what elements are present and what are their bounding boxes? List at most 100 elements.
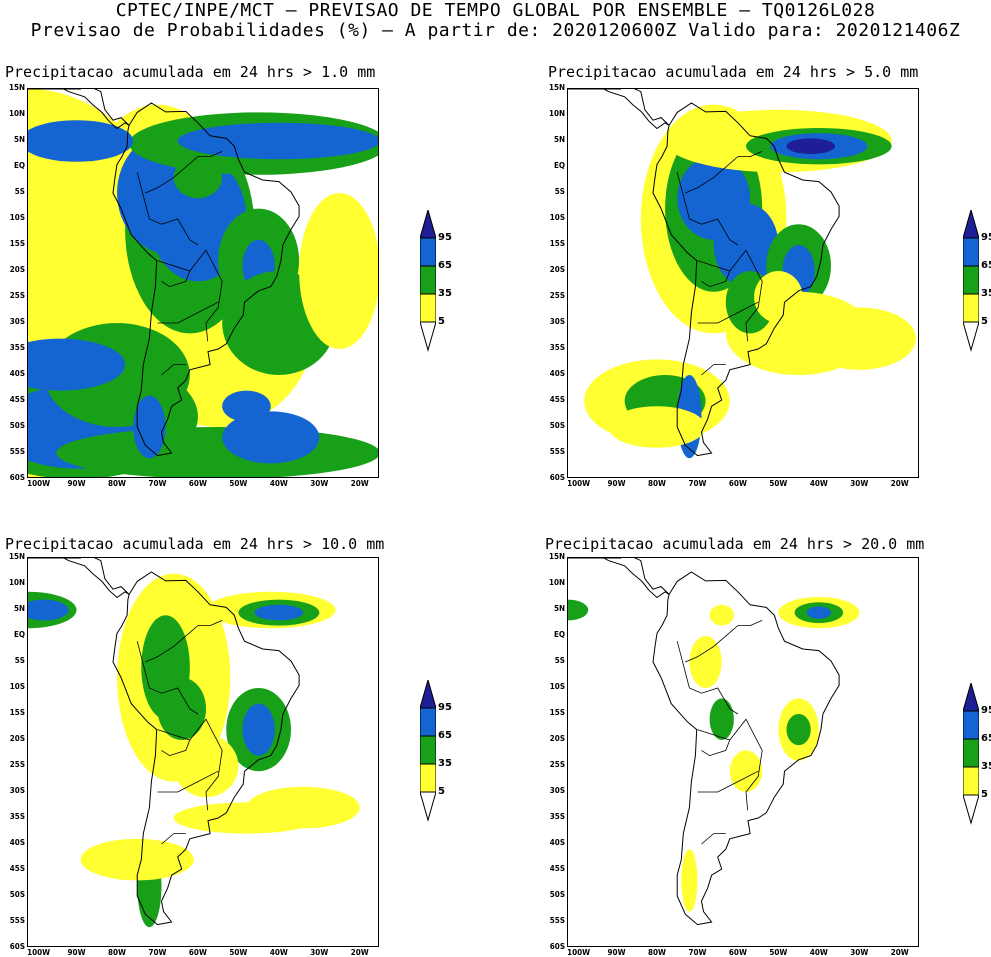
colorbar-level-label: 35 <box>438 758 452 769</box>
lat-tick-label: 15N <box>8 83 25 92</box>
coastline-central-america <box>28 558 130 599</box>
probability-area-5 <box>173 734 239 798</box>
lat-tick-label: 50S <box>9 421 25 430</box>
country-border <box>145 620 223 663</box>
lon-tick-label: 70W <box>148 479 167 488</box>
lon-tick-label: 100W <box>567 479 591 488</box>
lat-tick-label: 5S <box>14 656 25 665</box>
lon-tick-label: 60W <box>728 948 747 957</box>
lat-tick-label: 10S <box>9 213 25 222</box>
coastline-central-america <box>568 558 670 599</box>
panel-title: Precipitacao acumulada em 24 hrs > 1.0 m… <box>5 63 376 81</box>
lon-tick-label: 70W <box>688 948 707 957</box>
colorbar-95 <box>963 683 979 712</box>
header-title: CPTEC/INPE/MCT — PREVISAO DE TEMPO GLOBA… <box>115 0 876 21</box>
lat-tick-label: 55S <box>9 916 25 925</box>
colorbar-65 <box>420 707 436 737</box>
lat-tick-label: 60S <box>549 473 565 482</box>
probability-area-5 <box>709 604 734 626</box>
coastline-central-america <box>568 89 670 130</box>
lat-tick-label: 45S <box>549 864 565 873</box>
lat-tick-label: 35S <box>9 343 25 352</box>
coastline-south-america <box>652 571 840 926</box>
country-border <box>676 641 739 715</box>
lon-tick-label: 50W <box>769 479 788 488</box>
lat-tick-label: 15S <box>549 239 565 248</box>
lat-tick-label: 20S <box>9 265 25 274</box>
probability-area-35 <box>786 714 811 746</box>
lon-tick-label: 40W <box>269 948 288 957</box>
lon-tick-label: 50W <box>229 948 248 957</box>
lat-tick-label: 30S <box>9 786 25 795</box>
lat-tick-label: 50S <box>549 421 565 430</box>
lat-tick-label: 10N <box>548 109 565 118</box>
lat-tick-label: EQ <box>553 161 565 170</box>
lat-tick-label: 10N <box>548 578 565 587</box>
colorbar-level-label: 5 <box>981 316 988 327</box>
lat-tick-label: 60S <box>9 473 25 482</box>
probability-area-35 <box>709 698 734 740</box>
country-border <box>701 833 726 845</box>
lat-tick-label: 50S <box>9 890 25 899</box>
lon-tick-label: 60W <box>728 479 747 488</box>
lat-tick-label: 15N <box>548 83 565 92</box>
lon-tick-label: 70W <box>148 948 167 957</box>
lon-tick-label: 30W <box>310 948 329 957</box>
probability-area-65 <box>28 599 69 621</box>
country-border <box>697 770 759 793</box>
probability-area-65 <box>133 395 166 459</box>
colorbar-35 <box>963 738 979 768</box>
lon-tick-label: 80W <box>108 479 126 488</box>
coastline-south-america <box>112 102 300 457</box>
lat-tick-label: 40S <box>9 838 25 847</box>
lat-tick-label: 15S <box>9 708 25 717</box>
lat-tick-label: 10N <box>8 109 25 118</box>
probability-area-5 <box>802 307 916 370</box>
lat-tick-label: 20S <box>549 734 565 743</box>
colorbar-65 <box>963 237 979 267</box>
lon-tick-label: 50W <box>769 948 788 957</box>
lat-tick-label: 45S <box>9 864 25 873</box>
lat-tick-label: 30S <box>549 786 565 795</box>
probability-area-5 <box>608 406 706 448</box>
lat-tick-label: 25S <box>9 291 25 300</box>
lon-tick-label: 100W <box>27 479 51 488</box>
colorbar-level-label: 5 <box>438 316 445 327</box>
map-svg <box>568 89 916 459</box>
lon-tick-label: 90W <box>607 948 626 957</box>
lat-tick-label: 55S <box>549 916 565 925</box>
lat-tick-label: 5N <box>13 135 25 144</box>
colorbar-0 <box>420 321 436 352</box>
lat-tick-label: 5N <box>553 604 565 613</box>
map-svg <box>28 558 360 928</box>
header-subtitle: Previsao de Probabilidades (%) — A parti… <box>30 20 961 41</box>
colorbar-level-label: 65 <box>981 733 991 744</box>
country-border <box>701 739 731 757</box>
lon-tick-label: 40W <box>809 948 828 957</box>
lat-tick-label: 5S <box>14 187 25 196</box>
colorbar-5 <box>420 293 436 323</box>
colorbar-level-label: 65 <box>438 260 452 271</box>
lon-tick-label: 60W <box>188 948 207 957</box>
lat-tick-label: 10S <box>549 213 565 222</box>
colorbar-95 <box>963 210 979 239</box>
country-border <box>701 270 731 288</box>
lon-tick-label: 40W <box>269 479 288 488</box>
probability-area-35 <box>56 427 378 477</box>
coastline-south-america <box>112 571 300 926</box>
lat-tick-label: EQ <box>13 630 25 639</box>
probability-area-5 <box>173 802 320 834</box>
lon-tick-label: 30W <box>310 479 329 488</box>
lon-tick-label: 70W <box>688 479 707 488</box>
lat-tick-label: 20S <box>9 734 25 743</box>
lon-tick-label: 30W <box>850 479 869 488</box>
map-area <box>567 557 919 947</box>
colorbar-level-label: 35 <box>981 761 991 772</box>
colorbar-35 <box>963 265 979 295</box>
lon-tick-label: 20W <box>890 948 909 957</box>
lat-tick-label: EQ <box>13 161 25 170</box>
lat-tick-label: 15N <box>548 552 565 561</box>
lat-tick-label: 35S <box>549 812 565 821</box>
lon-tick-label: 90W <box>67 479 86 488</box>
lat-tick-label: 5N <box>553 135 565 144</box>
